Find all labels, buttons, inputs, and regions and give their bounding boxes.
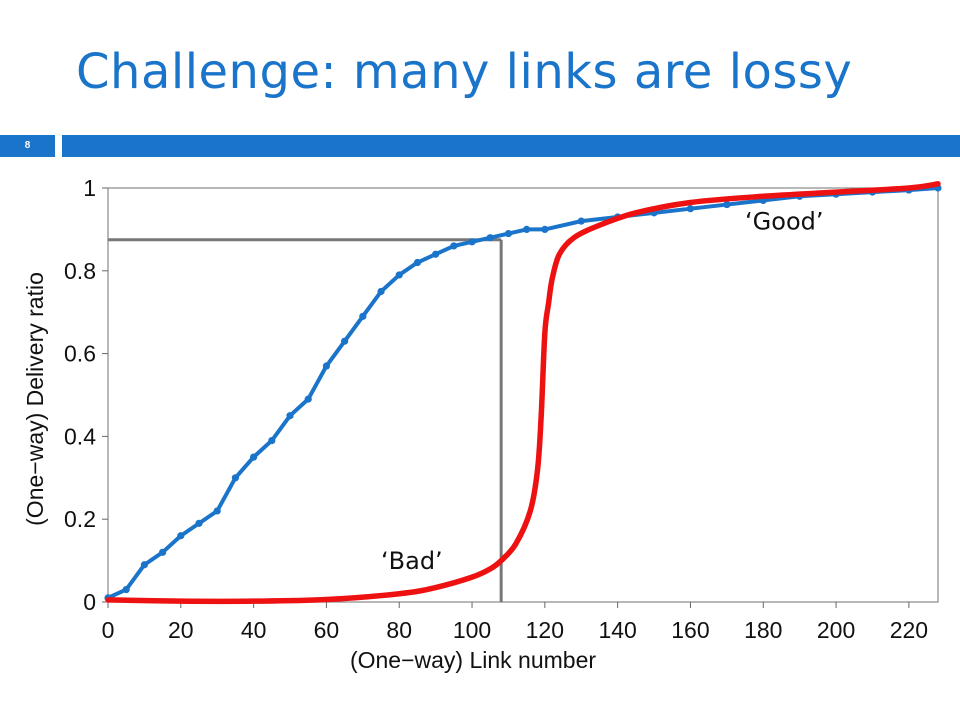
x-axis-label: (One−way) Link number: [350, 647, 596, 673]
series-cdf-point: [432, 250, 440, 258]
series-cdf-point: [486, 234, 494, 242]
series-cdf-point: [268, 436, 276, 445]
series-cdf-point: [304, 395, 312, 403]
series-cdf-point: [286, 412, 294, 420]
series-cdf-point: [523, 225, 531, 233]
x-tick-label: 60: [314, 617, 340, 643]
y-tick-label: 0.4: [64, 423, 96, 449]
series-sigmoid-curve: [105, 181, 941, 605]
series-cdf-point: [213, 507, 221, 515]
series-cdf-point: [686, 205, 695, 213]
series-cdf-point: [377, 287, 385, 296]
series-cdf-point: [413, 258, 422, 267]
x-tick-label: 20: [168, 617, 194, 643]
page-number: 8: [24, 140, 31, 151]
slide-title: Challenge: many links are lossy: [76, 44, 853, 100]
x-tick-label: 0: [102, 617, 115, 643]
series-cdf-point: [140, 561, 149, 569]
series-cdf-point: [450, 242, 458, 250]
series-cdf-point: [468, 238, 476, 246]
series-cdf-point: [250, 453, 258, 461]
x-tick-label: 40: [241, 617, 267, 643]
series-cdf-point: [322, 362, 331, 370]
series-cdf-point: [577, 217, 585, 225]
y-tick-label: 0.2: [64, 506, 96, 532]
series-cdf-point: [359, 312, 367, 320]
series-cdf-point: [723, 200, 731, 209]
x-tick-label: 180: [744, 617, 782, 643]
page-number-box: 8: [0, 135, 55, 157]
y-tick-label: 1: [83, 175, 96, 201]
y-tick-label: 0.8: [64, 258, 96, 284]
annotation-good: ‘Good’: [745, 207, 823, 235]
x-tick-label: 80: [386, 617, 412, 643]
plot-frame: [107, 187, 939, 603]
series-cdf-point: [195, 519, 203, 527]
series-cdf-line: [107, 186, 939, 600]
series-cdf-point: [504, 229, 513, 238]
x-tick-label: 220: [890, 617, 928, 643]
x-tick-label: 100: [453, 617, 491, 643]
x-tick-label: 140: [598, 617, 636, 643]
series-cdf-point: [159, 548, 167, 556]
series-cdf-point: [395, 271, 403, 279]
y-tick-label: 0: [83, 589, 96, 615]
x-tick-label: 200: [817, 617, 855, 643]
series-cdf-point: [231, 474, 240, 482]
series-cdf-point: [341, 337, 349, 345]
y-tick-label: 0.6: [64, 341, 96, 367]
y-axis-label: (One−way) Delivery ratio: [22, 272, 48, 526]
title-rule-bar: [62, 135, 960, 157]
x-tick-label: 160: [671, 617, 709, 643]
series-cdf-point: [122, 585, 130, 594]
annotation-bad: ‘Bad’: [381, 547, 443, 575]
series-cdf-point: [177, 532, 185, 540]
x-tick-label: 120: [526, 617, 564, 643]
series-cdf-point: [541, 225, 549, 233]
